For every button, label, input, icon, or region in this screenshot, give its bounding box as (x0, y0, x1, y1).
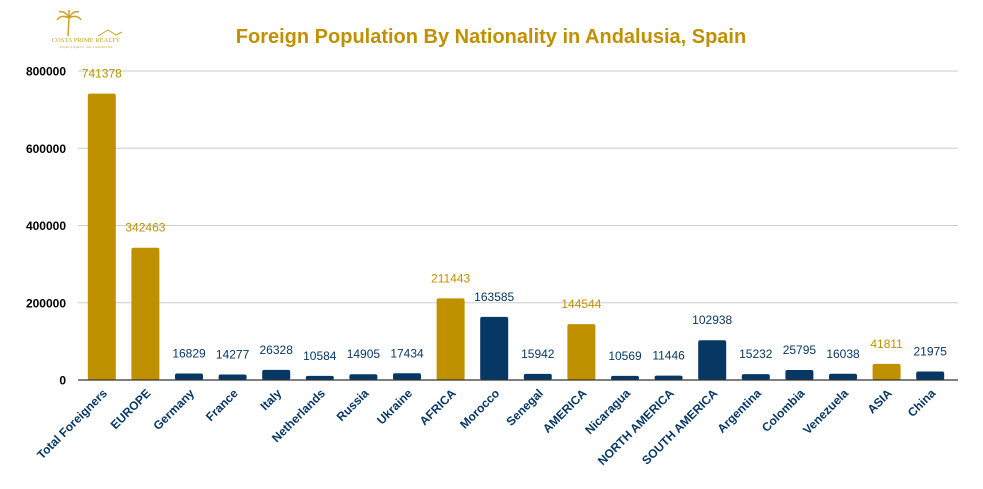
bar-colombia (785, 370, 814, 380)
bar-senegal (523, 373, 552, 380)
data-label: 342463 (125, 221, 165, 235)
svg-text:COSTA PRIME REALTY: COSTA PRIME REALTY (52, 37, 121, 44)
data-label: 163585 (474, 290, 514, 304)
x-tick-label: EUROPE (108, 386, 154, 432)
x-tick-label: ASIA (865, 386, 895, 416)
data-label: 211443 (431, 271, 470, 285)
x-tick-label: SOUTH AMERICA (639, 386, 720, 467)
x-tick-label: Italy (257, 386, 284, 413)
x-tick-label: Senegal (503, 386, 545, 428)
x-tick-label: China (905, 386, 939, 420)
bar-argentina (741, 374, 770, 380)
data-label: 21975 (914, 345, 948, 359)
data-label: 741378 (82, 67, 122, 81)
data-label: 10584 (303, 349, 337, 363)
bar-asia (872, 363, 901, 380)
x-tick-label: Argentina (714, 386, 764, 436)
bar-north-america (654, 375, 683, 380)
data-label: 10569 (608, 349, 642, 363)
bar-france (218, 374, 247, 380)
bar-china (916, 371, 945, 380)
bar-netherlands (305, 375, 334, 380)
data-label: 144544 (561, 297, 601, 311)
data-label: 16829 (172, 346, 206, 360)
data-label: 15942 (521, 347, 555, 361)
data-label: 25795 (783, 343, 817, 357)
bar-europe (131, 247, 160, 380)
bar-russia (349, 374, 378, 380)
data-label: 41811 (870, 337, 903, 351)
bar-germany (175, 373, 203, 380)
data-label: 15232 (739, 347, 773, 361)
bar-nicaragua (611, 375, 639, 380)
bar-ukraine (393, 373, 421, 380)
chart-title: Foreign Population By Nationality in And… (236, 26, 746, 48)
data-label: 17434 (390, 346, 424, 360)
x-tick-label: Ukraine (374, 386, 415, 427)
data-label: 26328 (260, 343, 294, 357)
bar-total-foreigners (87, 93, 116, 380)
bar-south-america (698, 340, 727, 380)
bar-italy (262, 369, 291, 380)
bar-africa (436, 298, 465, 380)
data-label: 11446 (652, 349, 685, 363)
x-tick-label: Total Foreigners (34, 386, 110, 462)
svg-text:Property Experts - The Costa D: Property Experts - The Costa Del Sol (59, 45, 112, 49)
bar-america (567, 324, 596, 380)
y-tick-label: 200000 (26, 296, 66, 310)
x-tick-label: Morocco (457, 386, 502, 431)
y-tick-label: 400000 (26, 219, 66, 233)
x-tick-label: Russia (334, 386, 372, 424)
x-tick-label: Venezuela (800, 386, 851, 437)
y-tick-label: 800000 (26, 65, 66, 79)
data-label: 14905 (347, 347, 381, 361)
costa-prime-realty-logo: COSTA PRIME REALTY Property Experts - Th… (52, 10, 123, 49)
data-label: 102938 (692, 313, 732, 327)
data-label: 16038 (826, 347, 860, 361)
x-tick-label: NORTH AMERICA (595, 386, 677, 468)
y-tick-label: 600000 (26, 142, 66, 156)
data-label: 14277 (216, 347, 250, 361)
x-tick-label: France (203, 386, 241, 424)
x-tick-label: AFRICA (417, 386, 459, 428)
bar-venezuela (829, 373, 857, 380)
y-tick-label: 0 (59, 374, 66, 388)
x-tick-label: Germany (150, 386, 197, 433)
bar-morocco (480, 316, 509, 380)
